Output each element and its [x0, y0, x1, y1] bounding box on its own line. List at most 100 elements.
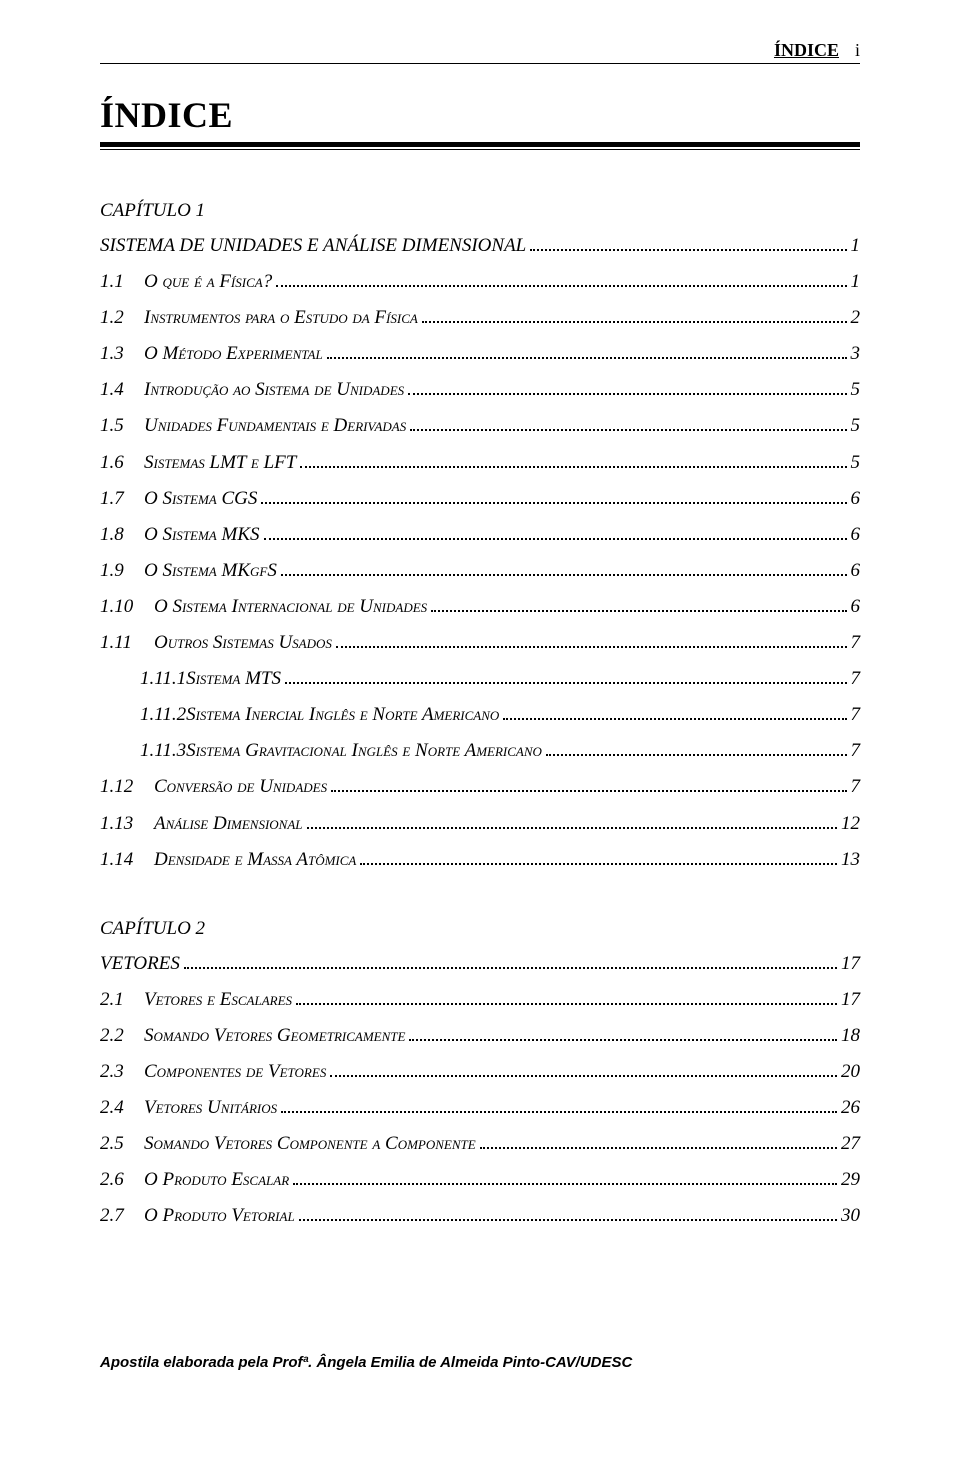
toc-entry-page: 7 — [851, 733, 861, 769]
toc-entry-number: 1.11 — [100, 625, 154, 661]
page-title: ÍNDICE — [100, 94, 860, 136]
toc-entry-page: 12 — [841, 806, 860, 842]
toc-entry-text: Análise Dimensional — [154, 813, 303, 834]
toc-entry-label: 2.4Vetores Unitários — [100, 1090, 277, 1126]
toc-entry-label: 2.5Somando Vetores Componente a Componen… — [100, 1126, 476, 1162]
toc-leader — [184, 955, 837, 968]
toc-entry-page: 26 — [841, 1090, 860, 1126]
toc-entry-label: 1.7O Sistema CGS — [100, 481, 257, 517]
toc-entry-label: 1.11.3Sistema Gravitacional Inglês e Nor… — [140, 733, 542, 769]
toc-leader — [408, 382, 846, 395]
toc-entry-number: 1.6 — [100, 445, 144, 481]
toc-entry-row: 1.3O Método Experimental 3 — [100, 336, 860, 372]
toc-entry-page: 17 — [841, 982, 860, 1018]
toc-leader — [410, 418, 846, 431]
toc-entry-page: 5 — [851, 372, 861, 408]
toc-entry-number: 1.10 — [100, 589, 154, 625]
toc-entry-page: 7 — [851, 661, 861, 697]
toc-entry-label: 1.12Conversão de Unidades — [100, 769, 327, 805]
toc-entry-row: 2.7O Produto Vetorial 30 — [100, 1198, 860, 1234]
table-of-contents: CAPÍTULO 1SISTEMA DE UNIDADES E ANÁLISE … — [100, 200, 860, 1234]
toc-entry-row: 2.2Somando Vetores Geometricamente18 — [100, 1018, 860, 1054]
toc-entry-page: 5 — [851, 445, 861, 481]
toc-leader — [300, 454, 846, 467]
toc-entry-text: Outros Sistemas Usados — [154, 632, 332, 653]
toc-entry-number: 1.7 — [100, 481, 144, 517]
toc-entry-label: 1.10O Sistema Internacional de Unidades — [100, 589, 427, 625]
toc-leader — [503, 707, 846, 720]
toc-entry-text: O Sistema MKgfS — [144, 560, 277, 581]
toc-entry-text: Introdução ao Sistema de Unidades — [144, 379, 404, 400]
toc-chapter-heading-row: SISTEMA DE UNIDADES E ANÁLISE DIMENSIONA… — [100, 228, 860, 264]
toc-entry-text: Vetores e Escalares — [144, 989, 292, 1010]
toc-entry-row: 1.12Conversão de Unidades 7 — [100, 769, 860, 805]
toc-entry-text: Sistema Inercial Inglês e Norte American… — [186, 704, 499, 725]
toc-entry-number: 1.4 — [100, 372, 144, 408]
toc-entry-row: 1.11.1Sistema MTS 7 — [100, 661, 860, 697]
page-footer: Apostila elaborada pela Profª. Ângela Em… — [100, 1354, 860, 1371]
toc-leader — [422, 310, 847, 323]
toc-entry-label: 1.4Introdução ao Sistema de Unidades — [100, 372, 404, 408]
toc-entry-page: 7 — [851, 625, 861, 661]
toc-entry-number: 1.13 — [100, 806, 154, 842]
toc-entry-text: Densidade e Massa Atômica — [154, 849, 356, 870]
toc-entry-number: 2.7 — [100, 1198, 144, 1234]
toc-entry-label: 1.2Instrumentos para o Estudo da Física — [100, 300, 418, 336]
toc-entry-row: 1.9O Sistema MKgfS6 — [100, 553, 860, 589]
toc-entry-label: 2.7O Produto Vetorial — [100, 1198, 295, 1234]
toc-entry-number: 1.11.3 — [140, 733, 186, 769]
toc-leader — [296, 991, 837, 1004]
page: ÍNDICE i ÍNDICE CAPÍTULO 1SISTEMA DE UNI… — [0, 0, 960, 1411]
toc-entry-text: O Sistema Internacional de Unidades — [154, 596, 427, 617]
toc-entry-text: O que é a Física? — [144, 271, 272, 292]
toc-entry-page: 3 — [851, 336, 861, 372]
toc-entry-page: 30 — [841, 1198, 860, 1234]
toc-entry-row: 1.13Análise Dimensional 12 — [100, 806, 860, 842]
toc-leader — [330, 1064, 837, 1077]
toc-entry-page: 5 — [851, 408, 861, 444]
toc-entry-number: 1.11.2 — [140, 697, 186, 733]
toc-leader — [261, 490, 846, 503]
toc-entry-text: Somando Vetores Geometricamente — [144, 1025, 405, 1046]
chapter-block: CAPÍTULO 2VETORES172.1Vetores e Escalare… — [100, 918, 860, 1235]
toc-entry-label: 1.8O Sistema MKS — [100, 517, 260, 553]
toc-entry-page: 7 — [851, 697, 861, 733]
toc-entry-label: 1.3O Método Experimental — [100, 336, 323, 372]
toc-entry-row: 2.1Vetores e Escalares17 — [100, 982, 860, 1018]
toc-entry-number: 2.3 — [100, 1054, 144, 1090]
toc-entry-label: 1.11.2Sistema Inercial Inglês e Norte Am… — [140, 697, 499, 733]
toc-entry-row: 1.8O Sistema MKS 6 — [100, 517, 860, 553]
toc-entry-page: 6 — [851, 589, 861, 625]
toc-entry-label: 1.11.1Sistema MTS — [140, 661, 281, 697]
title-rule-thin — [100, 149, 860, 150]
toc-entry-text: Sistemas LMT e LFT — [144, 452, 296, 473]
page-header: ÍNDICE i — [100, 40, 860, 64]
toc-entry-text: Componentes de Vetores — [144, 1061, 326, 1082]
toc-entry-page: 2 — [851, 300, 861, 336]
toc-leader — [546, 743, 847, 756]
toc-entry-page: 7 — [851, 769, 861, 805]
toc-entry-label: 1.14Densidade e Massa Atômica — [100, 842, 356, 878]
toc-entry-page: 1 — [851, 228, 861, 264]
toc-entry-page: 6 — [851, 517, 861, 553]
toc-entry-page: 29 — [841, 1162, 860, 1198]
toc-entry-number: 2.2 — [100, 1018, 144, 1054]
toc-entry-text: O Produto Escalar — [144, 1169, 289, 1190]
toc-leader — [336, 635, 847, 648]
toc-entry-text: O Sistema CGS — [144, 488, 257, 509]
toc-leader — [281, 1100, 837, 1113]
chapter-block: CAPÍTULO 1SISTEMA DE UNIDADES E ANÁLISE … — [100, 200, 860, 878]
toc-entry-text: Conversão de Unidades — [154, 776, 327, 797]
toc-entry-label: 2.3Componentes de Vetores — [100, 1054, 326, 1090]
toc-leader — [409, 1028, 837, 1041]
header-label: ÍNDICE — [774, 40, 839, 61]
toc-entry-number: 1.8 — [100, 517, 144, 553]
title-rule-thick — [100, 142, 860, 147]
toc-entry-text: Unidades Fundamentais e Derivadas — [144, 415, 406, 436]
toc-entry-text: O Sistema MKS — [144, 524, 260, 545]
toc-entry-text: Sistema Gravitacional Inglês e Norte Ame… — [186, 740, 542, 761]
toc-leader — [285, 671, 846, 684]
toc-entry-number: 2.5 — [100, 1126, 144, 1162]
toc-entry-row: 1.7O Sistema CGS 6 — [100, 481, 860, 517]
toc-entry-page: 6 — [851, 481, 861, 517]
